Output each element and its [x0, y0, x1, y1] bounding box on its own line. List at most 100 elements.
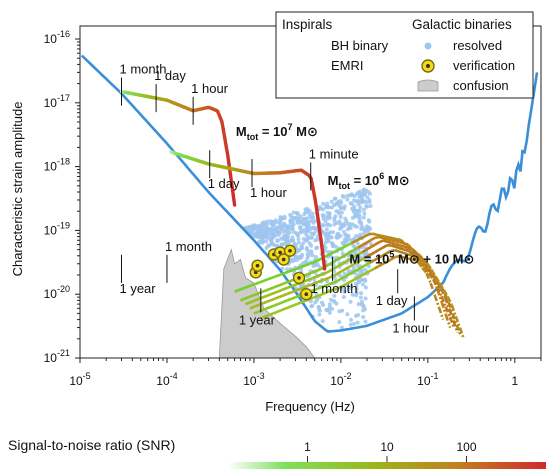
emri-track-segment — [249, 305, 255, 310]
resolved-binary-point — [356, 200, 361, 205]
resolved-binary-point — [348, 322, 353, 327]
resolved-binary-point — [252, 223, 257, 228]
emri-track-segment — [432, 278, 439, 287]
resolved-binary-point — [324, 227, 329, 232]
resolved-binary-point — [307, 211, 312, 216]
resolved-binary-point — [358, 277, 363, 282]
resolved-binary-point — [292, 230, 296, 235]
resolved-binary-point — [362, 277, 367, 282]
resolved-binary-point — [339, 325, 344, 330]
bh-mass-label-part: tot — [247, 132, 259, 142]
resolved-binary-point — [305, 256, 310, 261]
resolved-binary-point — [335, 235, 340, 240]
emri-track-segment — [313, 294, 319, 299]
resolved-binary-point — [359, 299, 364, 304]
resolved-binary-point — [290, 259, 295, 264]
snr-tick-label: 10 — [380, 440, 394, 454]
emri-track-segment — [365, 269, 372, 275]
resolved-binary-point — [344, 238, 349, 243]
emri-track-segment — [376, 233, 381, 237]
emri-track-segment — [372, 232, 377, 236]
emri-track-segment — [309, 261, 315, 266]
emri-track-segment — [278, 288, 284, 293]
emri-track-segment — [418, 260, 424, 264]
emri-track-segment — [397, 238, 402, 242]
x-tick-label: 10-4 — [156, 371, 177, 388]
emri-track-segment — [282, 286, 288, 291]
resolved-binary-point — [317, 308, 322, 312]
resolved-binary-point — [305, 207, 310, 211]
emri-track-segment — [346, 242, 352, 247]
resolved-binary-point — [296, 240, 301, 245]
emri-track-segment — [450, 304, 458, 317]
emri-track-segment — [348, 270, 354, 276]
emri-track-segment — [388, 236, 394, 240]
emri-mass-label: M = 105 M⊙ + 10 M⊙ — [349, 249, 474, 266]
resolved-binary-point — [271, 242, 276, 247]
emri-track-segment — [338, 246, 344, 251]
emri-track-segment — [357, 258, 363, 264]
emri-track-segment — [282, 299, 288, 304]
emri-track-segment — [365, 261, 371, 267]
resolved-binary-point — [362, 199, 367, 204]
emri-track-segment — [341, 282, 347, 288]
resolved-binary-point — [345, 234, 350, 239]
emri-track-segment — [433, 294, 441, 308]
resolved-binary-point — [348, 238, 353, 242]
emri-track-segment — [406, 252, 412, 257]
emri-track-segment — [340, 260, 347, 266]
emri-track-segment — [265, 287, 271, 292]
emri-track-segment — [353, 276, 359, 281]
emri-track-segment — [373, 265, 380, 270]
resolved-binary-point — [367, 200, 372, 205]
emri-track-segment — [417, 261, 424, 269]
emri-track-segment — [369, 236, 376, 242]
bh-binary-segment — [321, 251, 327, 271]
y-tick-label: 10-20 — [44, 284, 70, 301]
legend-inspirals-title: Inspirals — [282, 17, 333, 32]
x-tick-label: 10-2 — [330, 371, 351, 388]
emri-track-segment — [421, 266, 428, 274]
resolved-binary-point — [342, 229, 346, 234]
resolved-binary-point — [328, 297, 333, 302]
x-tick-label-base: 10 — [330, 374, 344, 388]
resolved-binary-point — [313, 300, 318, 305]
resolved-binary-point — [292, 241, 297, 246]
x-axis-title: Frequency (Hz) — [265, 399, 355, 414]
y-tick-label-exp: -18 — [57, 157, 70, 167]
snr-tick-label: 100 — [456, 440, 476, 454]
snr-colorbar-ticks: 1 10 100 — [304, 440, 477, 462]
resolved-binary-point — [334, 201, 339, 206]
emri-track-segment — [447, 301, 454, 314]
emri-track-segment — [329, 250, 336, 256]
verification-binary-center — [304, 292, 309, 297]
emri-track-segment — [365, 239, 372, 245]
emri-track-segment — [386, 237, 392, 242]
emri-track-segment — [422, 261, 428, 265]
resolved-binary-point — [331, 230, 335, 235]
resolved-binary-point — [321, 303, 326, 307]
resolved-binary-point — [368, 204, 373, 208]
emri-mass-label-part: M⊙ + 10 M⊙ — [394, 251, 474, 266]
x-tick-label-base: 10 — [69, 374, 83, 388]
resolved-binary-point — [282, 221, 287, 226]
resolved-binary-point — [296, 212, 300, 217]
resolved-binary-point — [315, 237, 320, 242]
emri-track-segment — [353, 260, 359, 266]
emri-track-segment — [296, 301, 302, 306]
legend-resolved-label: resolved — [453, 38, 502, 53]
emri-track-segment — [244, 295, 250, 301]
resolved-binary-point — [311, 220, 316, 225]
emri-track-segment — [407, 249, 413, 254]
resolved-binary-point — [310, 253, 315, 258]
emri-track-segment — [332, 280, 338, 285]
resolved-binary-point — [362, 231, 367, 235]
resolved-binary-point — [365, 258, 370, 263]
emri-track-segment — [252, 292, 258, 297]
emri-track-segment — [274, 289, 280, 295]
bh-binary-segment — [317, 222, 323, 241]
resolved-binary-point — [361, 215, 366, 220]
y-tick-label-base: 10 — [44, 351, 58, 365]
emri-time-tick-label: 1 year — [239, 312, 276, 327]
emri-track-segment — [325, 252, 332, 258]
